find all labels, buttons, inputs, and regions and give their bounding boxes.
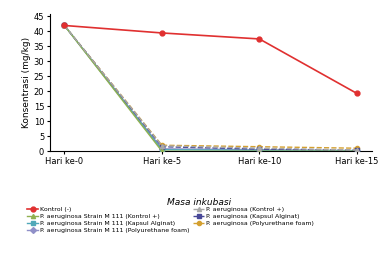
Legend: Kontrol (-), P. aeruginosa Strain M 111 (Kontrol +), P. aeruginosa Strain M 111 : Kontrol (-), P. aeruginosa Strain M 111 … xyxy=(27,207,314,233)
Text: Masa inkubasi: Masa inkubasi xyxy=(167,198,231,207)
Y-axis label: Konsentrasi (mg/kg): Konsentrasi (mg/kg) xyxy=(22,37,31,128)
